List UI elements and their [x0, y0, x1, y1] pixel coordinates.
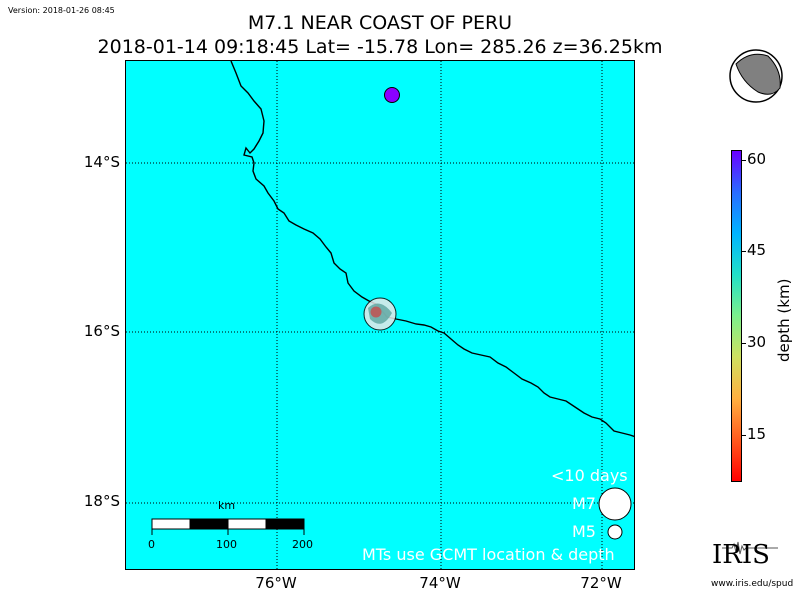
legend-m5-circle [607, 524, 623, 540]
colorbar-label-60: 60 [747, 150, 767, 168]
map-title: M7.1 NEAR COAST OF PERU [247, 12, 513, 34]
scale-bar-tick-200: 200 [292, 538, 313, 551]
map-subtitle: 2018-01-14 09:18:45 Lat= -15.78 Lon= 285… [97, 36, 663, 58]
lat-label-18: 18°S [83, 492, 120, 510]
coastline [230, 61, 634, 438]
lat-label-14: 14°S [83, 153, 120, 171]
version-label: Version: 2018-01-26 08:45 [8, 6, 115, 15]
scale-bar-tick-0: 0 [148, 538, 155, 551]
scale-bar-unit: km [218, 499, 236, 512]
lon-label-74: 74°W [419, 574, 461, 592]
colorbar-tick-15 [742, 435, 746, 436]
colorbar-tick-30 [742, 343, 746, 344]
colorbar-label-30: 30 [747, 333, 767, 351]
scale-bar-tick-100: 100 [216, 538, 237, 551]
lon-label-72: 72°W [580, 574, 622, 592]
lat-label-16: 16°S [83, 322, 120, 340]
colorbar-tick-45 [742, 251, 746, 252]
earthquake-marker [384, 87, 400, 103]
legend-m7-circle [598, 487, 632, 521]
mainshock-beachball [363, 297, 397, 331]
iris-url-link[interactable]: www.iris.edu/spud [711, 579, 794, 589]
map-svg [126, 61, 634, 569]
iris-logo: IRIS [712, 540, 770, 570]
colorbar-label-15: 15 [747, 425, 767, 443]
colorbar-label-45: 45 [747, 241, 767, 259]
map-area[interactable] [125, 60, 635, 570]
scale-bar [151, 518, 305, 535]
seismogram-icon [722, 541, 778, 555]
legend-m5-label: M5 [572, 522, 596, 541]
focal-mechanism-beachball [729, 49, 783, 103]
legend-title: <10 days [551, 466, 628, 485]
colorbar-title: depth (km) [775, 278, 793, 362]
colorbar-tick-60 [742, 160, 746, 161]
depth-colorbar [731, 150, 742, 482]
legend-note: MTs use GCMT location & depth [362, 545, 615, 564]
legend-m7-label: M7 [572, 494, 596, 513]
lon-label-76: 76°W [255, 574, 297, 592]
